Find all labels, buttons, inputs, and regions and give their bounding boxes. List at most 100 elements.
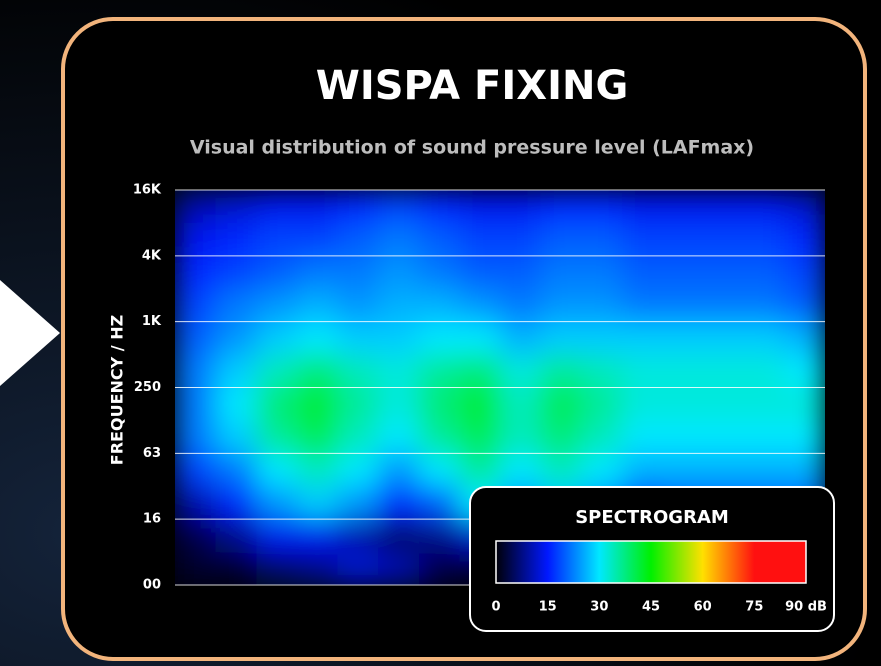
heat-cell xyxy=(216,486,257,519)
heat-cell xyxy=(459,420,500,453)
heat-cell xyxy=(500,355,541,388)
heat-cell xyxy=(744,223,785,256)
heat-cell xyxy=(256,289,297,322)
heat-cell xyxy=(216,223,257,256)
heat-cell xyxy=(297,388,338,421)
heat-cell xyxy=(581,256,622,289)
heat-cell xyxy=(378,289,419,322)
heat-cell xyxy=(297,453,338,486)
heat-cell xyxy=(297,256,338,289)
heat-cell xyxy=(541,190,582,223)
heat-cell xyxy=(216,552,257,585)
page: WISPA FIXING Visual distribution of soun… xyxy=(0,0,881,666)
heat-cell xyxy=(175,420,216,453)
heat-cell xyxy=(784,388,825,421)
heat-cell xyxy=(541,388,582,421)
heat-cell xyxy=(338,223,379,256)
heat-cell xyxy=(175,190,216,223)
heat-cell xyxy=(175,223,216,256)
heat-cell xyxy=(622,223,663,256)
heat-cell xyxy=(419,355,460,388)
heat-cell xyxy=(419,552,460,585)
heat-cell xyxy=(622,355,663,388)
heat-cell xyxy=(297,289,338,322)
heat-cell xyxy=(419,256,460,289)
chart: WISPA FIXING Visual distribution of soun… xyxy=(0,0,881,666)
heat-cell xyxy=(175,289,216,322)
colorbar-tick-label: 45 xyxy=(642,600,660,615)
heat-cell xyxy=(338,453,379,486)
heat-cell xyxy=(500,453,541,486)
y-axis-label: FREQUENCY / HZ xyxy=(108,315,127,465)
heat-cell xyxy=(419,486,460,519)
heat-cell xyxy=(256,190,297,223)
heat-cell xyxy=(500,256,541,289)
heat-cell xyxy=(581,388,622,421)
heat-cell xyxy=(419,420,460,453)
colorbar-tick-label: 90 dB xyxy=(785,600,827,615)
heat-cell xyxy=(216,388,257,421)
heat-cell xyxy=(784,355,825,388)
heat-cell xyxy=(459,289,500,322)
heat-cell xyxy=(500,420,541,453)
heat-cell xyxy=(622,453,663,486)
heat-cell xyxy=(378,420,419,453)
y-tick-label: 16 xyxy=(143,512,161,527)
y-tick-label: 00 xyxy=(143,578,161,593)
heat-cell xyxy=(256,486,297,519)
heat-cell xyxy=(541,453,582,486)
heat-cell xyxy=(784,420,825,453)
heat-cell xyxy=(581,420,622,453)
heat-cell xyxy=(581,322,622,355)
heat-cell xyxy=(338,552,379,585)
heat-cell xyxy=(297,223,338,256)
colorbar-tick-label: 30 xyxy=(590,600,608,615)
heat-cell xyxy=(663,388,704,421)
heat-cell xyxy=(500,223,541,256)
heat-cell xyxy=(338,256,379,289)
heat-cell xyxy=(744,322,785,355)
heat-cell xyxy=(297,322,338,355)
heat-cell xyxy=(744,388,785,421)
colorbar-tick-label: 60 xyxy=(694,600,712,615)
heat-cell xyxy=(175,355,216,388)
heat-cell xyxy=(256,355,297,388)
heat-cell xyxy=(744,420,785,453)
heat-cell xyxy=(216,519,257,552)
heat-cell xyxy=(338,519,379,552)
heat-cell xyxy=(581,453,622,486)
heat-cell xyxy=(500,289,541,322)
heat-cell xyxy=(459,223,500,256)
heat-cell xyxy=(541,289,582,322)
heat-cell xyxy=(297,420,338,453)
heat-cell xyxy=(459,256,500,289)
y-tick-label: 4K xyxy=(142,248,162,263)
heat-cell xyxy=(419,190,460,223)
heat-cell xyxy=(256,322,297,355)
colorbar xyxy=(496,541,806,583)
heat-cell xyxy=(378,453,419,486)
heat-cell xyxy=(378,256,419,289)
heat-cell xyxy=(256,388,297,421)
heat-cell xyxy=(419,453,460,486)
heat-cell xyxy=(256,223,297,256)
heat-cell xyxy=(784,289,825,322)
heat-cell xyxy=(378,486,419,519)
heat-cell xyxy=(175,256,216,289)
heat-cell xyxy=(338,486,379,519)
heat-cell xyxy=(703,322,744,355)
heat-cell xyxy=(297,519,338,552)
heat-cell xyxy=(703,256,744,289)
heat-cell xyxy=(744,190,785,223)
heat-cell xyxy=(663,223,704,256)
heat-cell xyxy=(622,322,663,355)
heat-cell xyxy=(338,322,379,355)
heat-cell xyxy=(541,223,582,256)
heat-cell xyxy=(175,552,216,585)
heat-cell xyxy=(378,322,419,355)
heat-cell xyxy=(459,322,500,355)
heat-cell xyxy=(703,223,744,256)
heat-cell xyxy=(784,322,825,355)
heat-cell xyxy=(744,355,785,388)
heat-cell xyxy=(256,420,297,453)
